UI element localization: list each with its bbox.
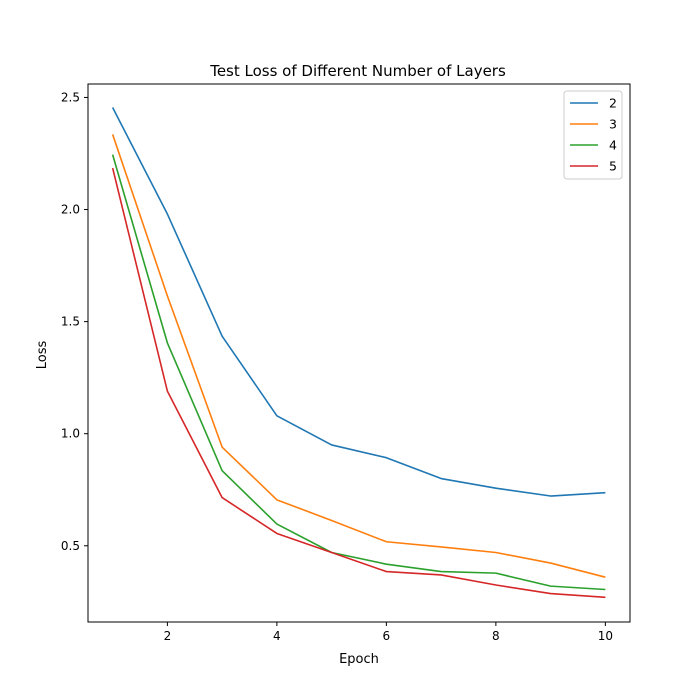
legend-label: 2 bbox=[609, 96, 617, 111]
y-axis-title: Loss bbox=[35, 341, 50, 370]
y-tick-label: 2.5 bbox=[61, 90, 80, 104]
series-line-2 bbox=[111, 107, 606, 497]
legend-box bbox=[563, 90, 623, 180]
plot-frame bbox=[87, 83, 631, 623]
x-axis-title: Epoch bbox=[339, 652, 379, 667]
series-line-3 bbox=[111, 134, 606, 578]
legend-label: 5 bbox=[609, 159, 617, 174]
axis-ticks: 2 4 6 8 10 0.5 1.0 1.5 2.0 2.5 bbox=[61, 90, 613, 643]
x-tick-label: 6 bbox=[383, 629, 391, 643]
series-line-5 bbox=[111, 167, 606, 599]
legend-label: 4 bbox=[609, 138, 617, 153]
x-tick-label: 8 bbox=[492, 629, 500, 643]
y-tick-label: 1.5 bbox=[61, 315, 80, 329]
legend-label: 3 bbox=[609, 117, 617, 132]
y-tick-label: 2.0 bbox=[61, 203, 80, 217]
y-tick-label: 0.5 bbox=[61, 539, 80, 553]
chart-title: Test Loss of Different Number of Layers bbox=[209, 62, 506, 80]
y-tick-label: 1.0 bbox=[61, 427, 80, 441]
x-tick-label: 2 bbox=[164, 629, 172, 643]
legend: 2 3 4 5 bbox=[563, 90, 623, 180]
x-tick-label: 10 bbox=[598, 629, 613, 643]
series-lines bbox=[111, 107, 606, 599]
series-line-4 bbox=[111, 154, 606, 591]
x-tick-label: 4 bbox=[273, 629, 281, 643]
